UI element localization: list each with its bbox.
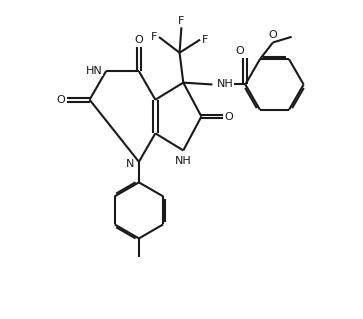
- Text: O: O: [135, 35, 143, 45]
- Text: HN: HN: [86, 66, 103, 76]
- Text: O: O: [269, 30, 277, 40]
- Text: F: F: [151, 32, 157, 42]
- Text: F: F: [178, 16, 185, 26]
- Text: NH: NH: [175, 156, 192, 166]
- Text: F: F: [201, 35, 208, 45]
- Text: O: O: [224, 112, 233, 122]
- Text: O: O: [57, 95, 65, 105]
- Text: O: O: [235, 46, 244, 56]
- Text: N: N: [126, 159, 134, 169]
- Text: NH: NH: [217, 79, 234, 89]
